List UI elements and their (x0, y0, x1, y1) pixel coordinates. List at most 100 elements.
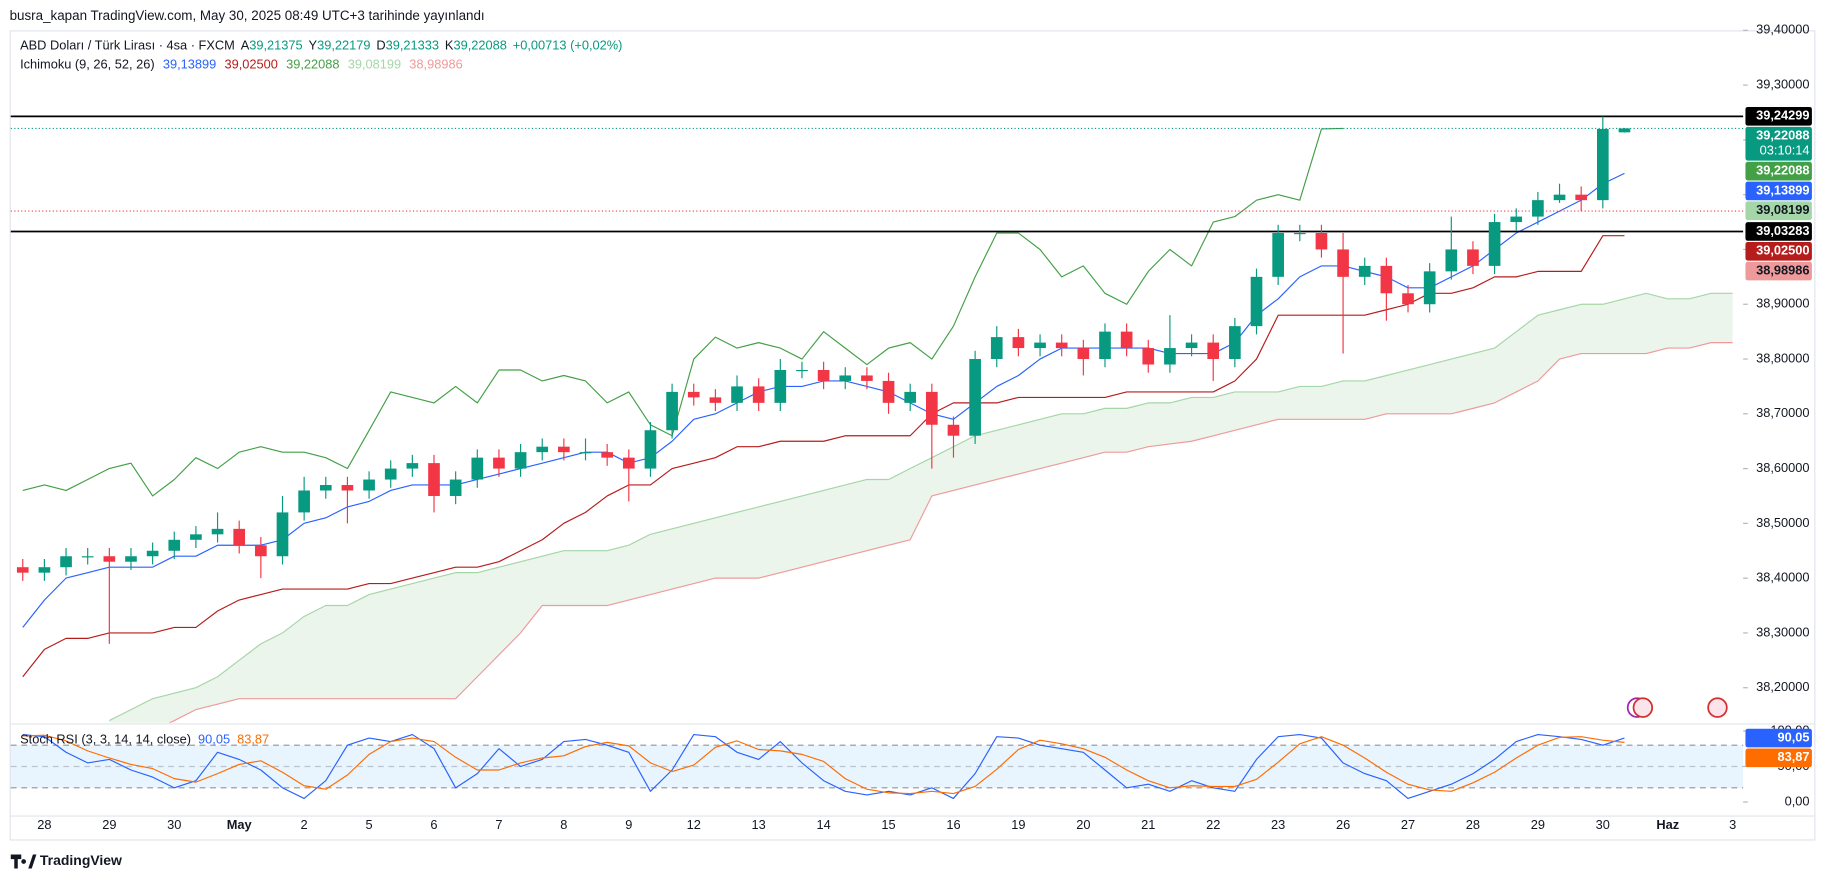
stoch-value: 90,05 (198, 732, 230, 747)
candle-body (428, 463, 440, 496)
event-icon[interactable] (1632, 697, 1654, 718)
indicator-name: Ichimoku (9, 26, 52, 26) (20, 57, 155, 72)
candle-body (1380, 265, 1393, 294)
candle-body (1402, 293, 1414, 305)
candle-body (752, 386, 765, 403)
candle-body (1142, 348, 1155, 365)
y-tick-label: 38,50000 (1756, 515, 1809, 530)
candle-body (103, 556, 116, 562)
candle-body (233, 528, 246, 546)
candle-body (1250, 276, 1263, 327)
ohlc-key: Y (309, 38, 318, 53)
x-tick-label: 29 (102, 817, 116, 832)
candle-body (1185, 342, 1198, 349)
x-tick-label: 2 (301, 817, 308, 832)
candle-body (1099, 331, 1111, 360)
candle-body (406, 463, 419, 469)
x-tick-label: May (227, 817, 253, 832)
indicator-value: 39,22088 (286, 57, 339, 72)
x-tick-label: 3 (1729, 817, 1736, 832)
candle-body (471, 457, 484, 480)
candle-body (990, 337, 1003, 360)
price-badge (1745, 728, 1812, 748)
candle-body (882, 380, 895, 403)
indicator-legend: Ichimoku (9, 26, 52, 26) 39,13899 39,02500… (20, 57, 463, 72)
indicator-value: 39,13899 (163, 57, 216, 72)
ichimoku-cloud (109, 293, 1733, 723)
ohlc-value: 39,21333 (386, 38, 439, 53)
leading-span-a (109, 292, 1733, 722)
price-badge-label: 39,08199 (1756, 202, 1809, 217)
candle-body (839, 375, 852, 381)
candle-body (16, 567, 29, 573)
stoch-title: Stoch RSI (3, 3, 14, 14, close) (20, 732, 191, 747)
brand-logo (10, 854, 37, 869)
y-tick-label: 39,40000 (1756, 22, 1809, 37)
candle-body (558, 446, 570, 453)
candle-body (1272, 233, 1284, 277)
indicator-value: 38,98986 (409, 57, 462, 72)
candle-body (644, 430, 657, 469)
x-tick-label: 28 (1466, 817, 1480, 832)
candle-body (1467, 249, 1479, 266)
candle-body (319, 485, 332, 491)
x-tick-label: 19 (1011, 817, 1025, 832)
price-badge-label: 39,03283 (1756, 223, 1809, 238)
candle-body (1293, 233, 1306, 235)
event-icon[interactable] (1707, 697, 1728, 718)
candle-body (1012, 337, 1025, 349)
candle-body (861, 375, 873, 381)
x-tick-label: 7 (495, 817, 502, 832)
x-tick-label: 22 (1206, 817, 1220, 832)
kijun-line (22, 235, 1625, 678)
x-tick-label: 29 (1531, 817, 1545, 832)
candle-body (514, 452, 527, 469)
candle-body (1575, 194, 1588, 201)
candle-body (536, 446, 549, 453)
candle-body (341, 485, 354, 491)
price-badge-label: 39,22088 (1756, 128, 1809, 143)
price-badge (1745, 222, 1812, 241)
y-tick-label: 38,60000 (1756, 460, 1809, 475)
candle-body (1055, 342, 1068, 349)
candle-body (579, 452, 592, 454)
countdown-label: 03:10:14 (1760, 143, 1810, 158)
x-tick-label: 13 (752, 817, 766, 832)
y-tick-label: 39,30000 (1756, 76, 1809, 91)
ohlc-key: K (445, 38, 454, 53)
price-badge (1745, 161, 1812, 181)
ohlc-value: 39,22179 (317, 38, 370, 53)
leading-span-b (168, 342, 1733, 723)
candle-body (709, 397, 722, 403)
price-badge-label: 38,98986 (1756, 262, 1809, 277)
x-tick-label: Haz (1656, 817, 1679, 832)
candle-body (1532, 200, 1544, 217)
y-tick-label: 0,00 (1785, 793, 1810, 808)
candle-body (384, 468, 397, 480)
price-badge (1745, 126, 1812, 161)
candle-body (731, 386, 743, 403)
candle-body (1488, 222, 1501, 266)
candle-body (1618, 128, 1631, 133)
candle-body (1207, 342, 1220, 360)
x-tick-label: 5 (366, 817, 373, 832)
x-tick-label: 30 (167, 817, 181, 832)
price-badge (1745, 748, 1812, 768)
candle-body (1337, 249, 1349, 277)
x-tick-label: 12 (687, 817, 701, 832)
candle-body (363, 479, 375, 491)
candle-body (190, 534, 202, 540)
brand-name: TradingView (40, 852, 122, 868)
candle-body (1315, 233, 1328, 250)
candle-body (38, 567, 51, 573)
ohlc-key: D (376, 38, 385, 53)
x-tick-label: 9 (625, 817, 632, 832)
candle-body (1120, 331, 1133, 349)
x-tick-label: 26 (1336, 817, 1350, 832)
stoch-legend: Stoch RSI (3, 3, 14, 14, close) 90,05 83,8… (20, 732, 269, 747)
symbol-legend: ABD Doları / Türk Lirası · 4sa · FXCM A39… (20, 38, 622, 53)
candle-body (146, 550, 159, 557)
candle-body (1445, 249, 1458, 272)
candle-body (904, 391, 917, 403)
